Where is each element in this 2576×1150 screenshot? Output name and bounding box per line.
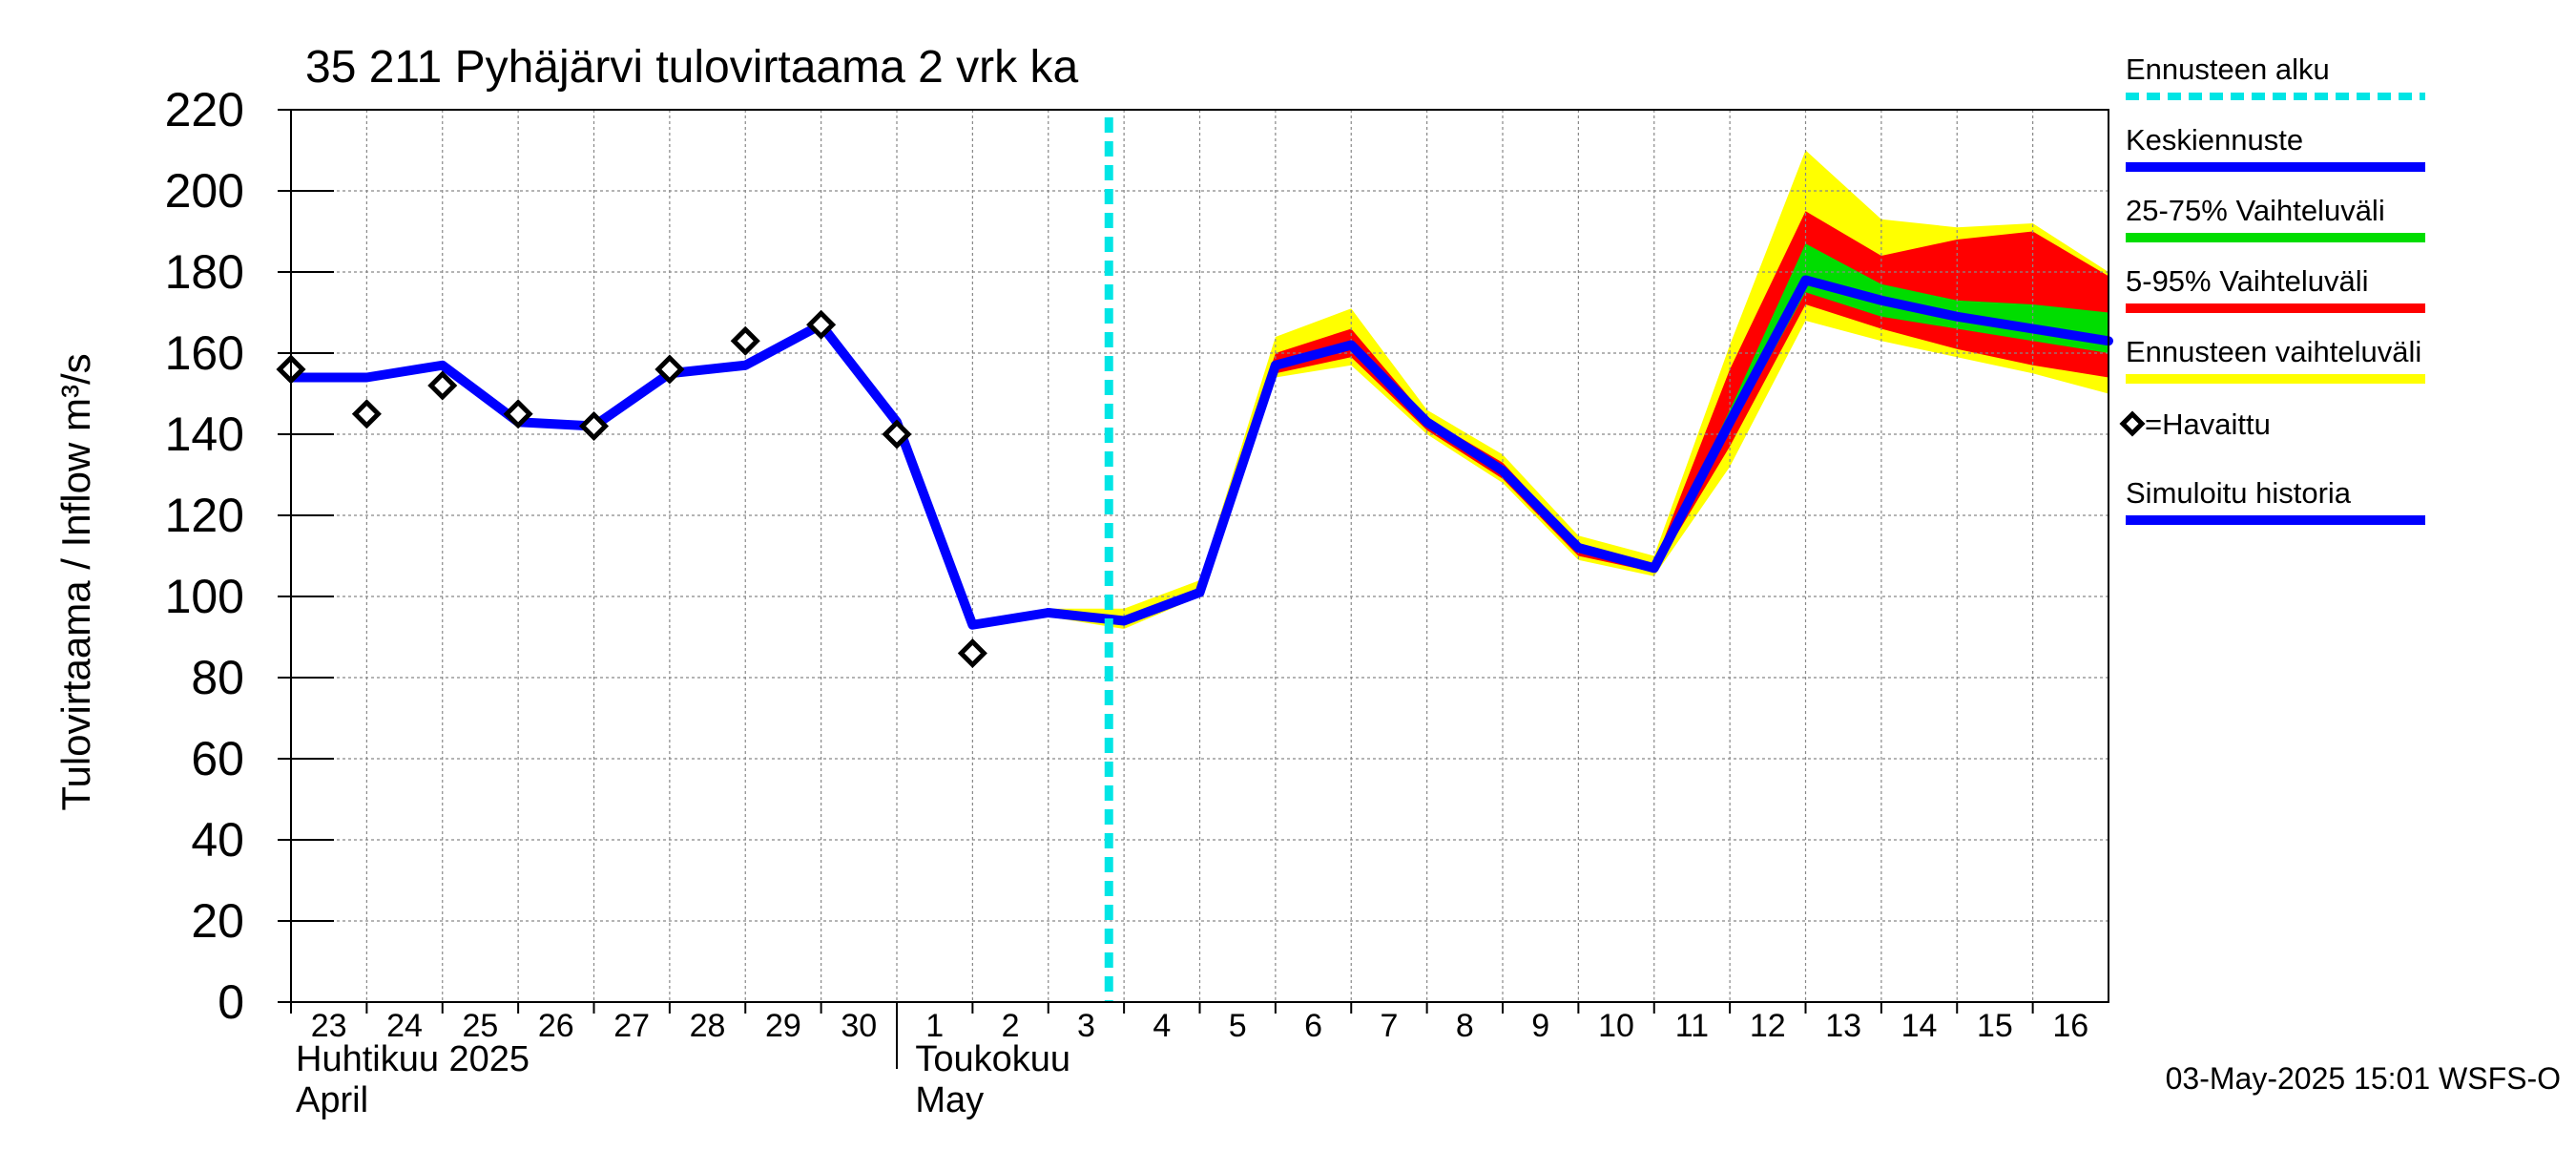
series-line-2 [1043, 275, 2113, 626]
x-tick-label: 8 [1456, 1008, 1474, 1044]
legend-label: 5-95% Vaihteluväli [2126, 264, 2368, 298]
chart-title: 35 211 Pyhäjärvi tulovirtaama 2 vrk ka [305, 42, 1078, 93]
y-tick-label: 80 [191, 651, 244, 704]
legend-label: =Havaittu [2145, 408, 2271, 441]
observed-point [957, 638, 987, 669]
x-tick-label: 11 [1675, 1008, 1709, 1044]
y-tick-label: 160 [165, 326, 244, 380]
observed-point [578, 410, 610, 442]
x-tick-label: 16 [2052, 1008, 2088, 1044]
y-tick-label: 140 [165, 408, 244, 461]
x-tick-label: 24 [386, 1008, 423, 1044]
legend-label: Ennusteen vaihteluväli [2126, 335, 2421, 368]
observed-markers [276, 309, 987, 669]
x-tick-label: 6 [1304, 1008, 1322, 1044]
x-tick-label: 10 [1598, 1008, 1634, 1044]
legend-label: Simuloitu historia [2126, 476, 2352, 510]
observed-point [503, 399, 533, 429]
legend: Ennusteen alku Keskiennuste 25-75% Vaihtel… [2119, 52, 2425, 525]
x-tick-label: 29 [765, 1008, 801, 1044]
y-tick-label: 180 [165, 245, 244, 299]
x-tick-label: 27 [613, 1008, 650, 1044]
legend-label: Keskiennuste [2126, 123, 2303, 157]
observed-point [351, 399, 382, 429]
x-tick-label: 4 [1153, 1008, 1171, 1044]
month-label-en: April [296, 1080, 368, 1120]
y-tick-label: 100 [165, 570, 244, 623]
month-label-fi: Huhtikuu 2025 [296, 1039, 530, 1079]
x-tick-label: 9 [1531, 1008, 1549, 1044]
month-label-en: May [915, 1080, 984, 1120]
y-axis-label: Tulovirtaama / Inflow m³/s [53, 353, 98, 810]
legend-label: Ennusteen alku [2126, 52, 2330, 86]
legend-diamond [2119, 410, 2146, 437]
x-tick-label: 30 [841, 1008, 877, 1044]
y-tick-label: 0 [218, 975, 244, 1029]
y-tick-label: 60 [191, 732, 244, 785]
x-tick-label: 5 [1229, 1008, 1247, 1044]
forecast-bands [1048, 150, 2109, 629]
legend-label: 25-75% Vaihteluväli [2126, 194, 2385, 227]
x-tick-label: 2 [1002, 1008, 1020, 1044]
x-tick-label: 25 [463, 1008, 499, 1044]
x-tick-label: 28 [690, 1008, 726, 1044]
observed-point [654, 354, 685, 385]
band-1 [1048, 211, 2109, 625]
y-tick-label: 220 [165, 83, 244, 136]
month-label-fi: Toukokuu [915, 1039, 1070, 1079]
x-tick-label: 23 [311, 1008, 347, 1044]
x-tick-label: 12 [1750, 1008, 1786, 1044]
observed-point [806, 309, 837, 340]
x-tick-label: 7 [1380, 1008, 1398, 1044]
observed-point [882, 419, 912, 450]
observed-point [730, 325, 760, 356]
observed-point [427, 370, 458, 401]
x-tick-label: 14 [1901, 1008, 1938, 1044]
footer-timestamp: 03-May-2025 15:01 WSFS-O [2166, 1061, 2561, 1096]
y-tick-label: 120 [165, 489, 244, 542]
x-tick-label: 1 [925, 1008, 944, 1044]
x-tick-label: 3 [1077, 1008, 1095, 1044]
y-tick-label: 20 [191, 894, 244, 948]
y-tick-label: 40 [191, 813, 244, 867]
y-tick-label: 200 [165, 164, 244, 218]
x-tick-label: 13 [1825, 1008, 1861, 1044]
x-tick-label: 15 [1977, 1008, 2013, 1044]
x-tick-label: 26 [538, 1008, 574, 1044]
